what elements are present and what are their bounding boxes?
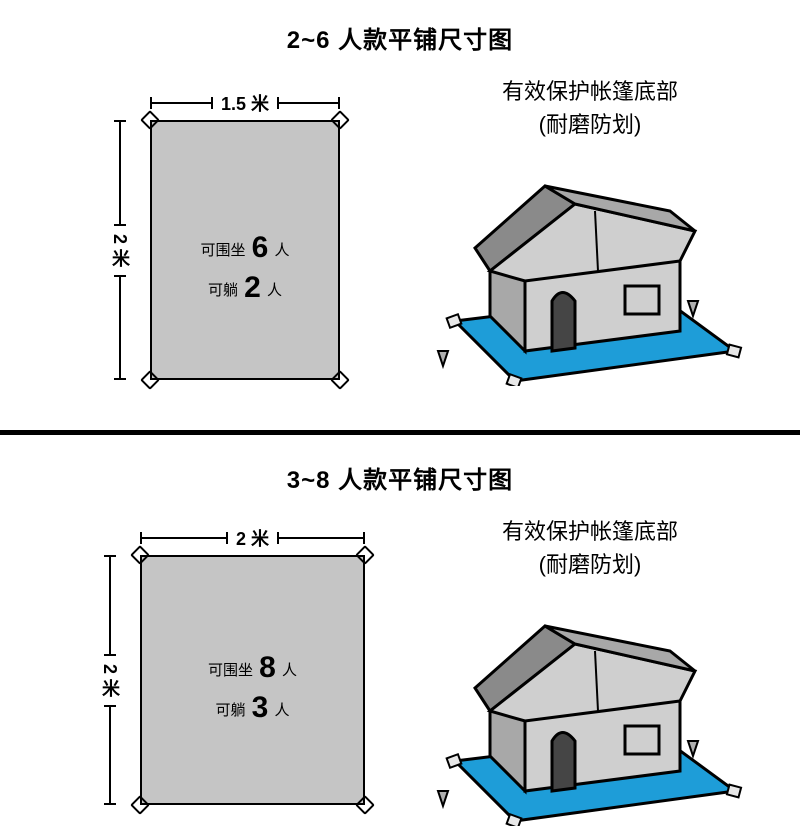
tent-area-1: 有效保护帐篷底部 (耐磨防划) — [400, 75, 760, 391]
desc-line2: (耐磨防划) — [420, 548, 760, 581]
section-title-1: 2~6 人款平铺尺寸图 — [0, 0, 800, 55]
width-label-1: 1.5 米 — [213, 90, 277, 116]
section-bottom: 3~8 人款平铺尺寸图 2 米 2 米 — [0, 430, 800, 800]
section-top: 2~6 人款平铺尺寸图 2 米 1.5 米 — [0, 0, 800, 430]
sit-prefix: 可围坐 — [200, 242, 245, 259]
dim-horizontal-1: 1.5 米 — [150, 93, 340, 113]
capacity-sit-2: 可围坐 8 人 — [140, 651, 365, 685]
desc-line2: (耐磨防划) — [420, 108, 760, 141]
lie-suffix: 人 — [267, 282, 282, 299]
lie-prefix: 可躺 — [208, 282, 238, 299]
lie-suffix: 人 — [275, 702, 290, 719]
tent-area-2: 有效保护帐篷底部 (耐磨防划) — [400, 515, 760, 831]
sit-number: 6 — [250, 231, 271, 264]
lie-prefix: 可躺 — [215, 702, 245, 719]
dim-vertical-1: 2 米 — [110, 120, 130, 380]
sit-suffix: 人 — [282, 662, 297, 679]
width-label-2: 2 米 — [228, 525, 277, 551]
sit-suffix: 人 — [275, 242, 290, 259]
desc-1: 有效保护帐篷底部 (耐磨防划) — [420, 75, 760, 141]
capacity-lie-1: 可躺 2 人 — [150, 271, 340, 305]
height-label-1: 2 米 — [107, 226, 133, 275]
content-row-2: 2 米 2 米 可围坐 8 人 — [0, 495, 800, 831]
sit-prefix: 可围坐 — [208, 662, 253, 679]
desc-2: 有效保护帐篷底部 (耐磨防划) — [420, 515, 760, 581]
desc-line1: 有效保护帐篷底部 — [420, 75, 760, 108]
dim-horizontal-2: 2 米 — [140, 528, 365, 548]
height-label-2: 2 米 — [97, 656, 123, 705]
dim-vertical-2: 2 米 — [100, 555, 120, 805]
mat-diagram-2: 2 米 2 米 可围坐 8 人 — [60, 515, 400, 815]
lie-number: 3 — [250, 691, 271, 724]
sit-number: 8 — [257, 651, 278, 684]
capacity-1: 可围坐 6 人 可躺 2 人 — [150, 225, 340, 311]
desc-line1: 有效保护帐篷底部 — [420, 515, 760, 548]
tent-illustration-icon — [430, 156, 750, 386]
capacity-2: 可围坐 8 人 可躺 3 人 — [140, 645, 365, 731]
tent-illustration-icon — [430, 596, 750, 826]
section-title-2: 3~8 人款平铺尺寸图 — [0, 440, 800, 495]
capacity-lie-2: 可躺 3 人 — [140, 691, 365, 725]
capacity-sit-1: 可围坐 6 人 — [150, 231, 340, 265]
lie-number: 2 — [242, 271, 263, 304]
content-row-1: 2 米 1.5 米 可围坐 6 人 — [0, 55, 800, 405]
mat-diagram-1: 2 米 1.5 米 可围坐 6 人 — [60, 75, 400, 405]
